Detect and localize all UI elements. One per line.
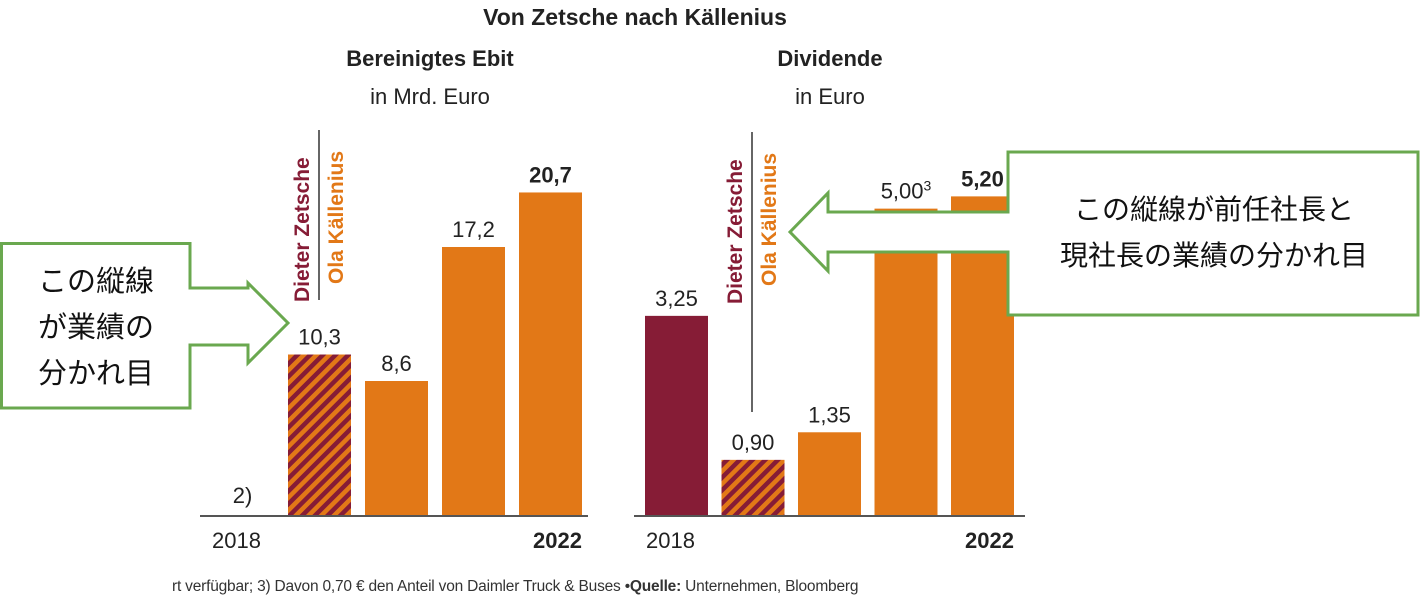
main-title: Von Zetsche nach Källenius xyxy=(483,4,787,30)
callout-right-line: この縦線が前任社長と xyxy=(1073,193,1354,226)
bar xyxy=(519,192,582,515)
ebit-chart: 2) 2018 10,3 8,6 17,2 20,7 2022 Dieter Zetsche O… xyxy=(200,130,588,553)
x-tick-label: 2018 xyxy=(646,528,695,553)
value-label: 10,3 xyxy=(298,325,341,350)
x-tick-label: 2018 xyxy=(212,528,261,553)
value-label: 17,2 xyxy=(452,217,495,242)
callout-right-shape xyxy=(787,150,1420,317)
ebit-chart-title: Bereinigtes Ebit xyxy=(346,46,514,71)
bar xyxy=(874,208,938,516)
footnote-text: rt verfügbar; 3) Davon 0,70 € den Anteil… xyxy=(172,578,630,595)
footnote-source-label: Quelle: xyxy=(629,578,682,595)
value-label: 5,003 xyxy=(881,178,932,204)
bar xyxy=(798,432,861,515)
value-label: 0,90 xyxy=(732,430,775,455)
callout-left-line: この縦線 xyxy=(37,264,154,298)
callout-shapes xyxy=(0,150,1420,410)
callout-left-shape xyxy=(0,242,291,410)
dividend-chart-unit: in Euro xyxy=(795,84,865,109)
x-tick-label: 2022 xyxy=(965,528,1014,553)
bar xyxy=(721,459,785,515)
bar xyxy=(365,381,428,515)
dividend-chart: 3,25 2018 0,90 1,35 5,003 5,20 2022 Dieter Zets… xyxy=(634,132,1025,553)
bar xyxy=(645,315,708,515)
kaellenius-label: Ola Källenius xyxy=(758,153,781,286)
value-superscript: 3 xyxy=(924,178,932,194)
x-tick-label: 2022 xyxy=(533,528,582,553)
ebit-chart-unit: in Mrd. Euro xyxy=(370,84,490,109)
value-label: 20,7 xyxy=(529,162,572,187)
zetsche-label: Dieter Zetsche xyxy=(291,157,314,302)
bar xyxy=(442,247,505,515)
value-label: 1,35 xyxy=(808,402,851,427)
kaellenius-label: Ola Källenius xyxy=(325,151,348,284)
footnote-source-text: Unternehmen, Bloomberg xyxy=(681,578,859,595)
value-label: 8,6 xyxy=(381,351,412,376)
callout-left-line: が業績の xyxy=(37,310,154,344)
value-label: 5,20 xyxy=(961,166,1004,191)
value-label: 3,25 xyxy=(655,286,698,311)
callout-right-text: この縦線が前任社長と 現社長の業績の分かれ目 xyxy=(1012,187,1416,279)
value-label: 2) xyxy=(233,483,253,508)
callout-right-line: 現社長の業績の分かれ目 xyxy=(1059,239,1368,272)
zetsche-label: Dieter Zetsche xyxy=(724,159,747,304)
callout-left-line: 分かれ目 xyxy=(37,356,154,390)
dividend-chart-title: Dividende xyxy=(777,46,883,71)
bar xyxy=(288,354,351,515)
callout-left-text: この縦線 が業績の 分かれ目 xyxy=(4,258,188,396)
footnote: rt verfügbar; 3) Davon 0,70 € den Anteil… xyxy=(172,578,858,596)
